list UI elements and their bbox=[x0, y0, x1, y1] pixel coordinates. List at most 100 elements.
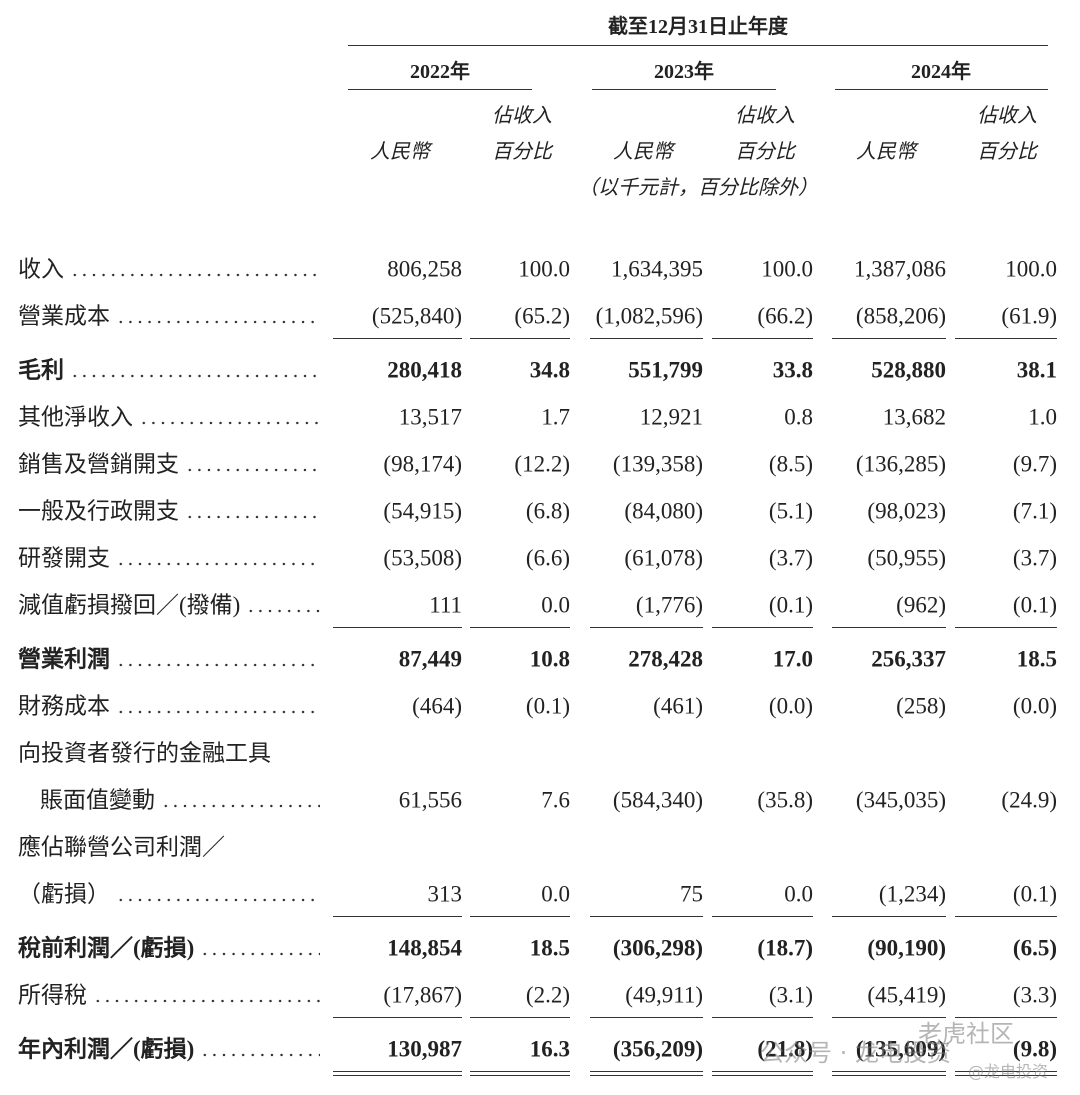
value-cell: 256,337 bbox=[871, 646, 946, 672]
row-label: 研發開支 bbox=[18, 547, 320, 570]
dot-leader bbox=[185, 468, 320, 472]
watermark: @龙电投资 bbox=[968, 1062, 1049, 1081]
dot-leader bbox=[139, 421, 320, 425]
row-label: 減值虧損撥回／(撥備) bbox=[18, 594, 320, 617]
value-cell: (6.5) bbox=[1012, 935, 1057, 961]
value-cell: (306,298) bbox=[612, 935, 703, 961]
value-cell: (0.1) bbox=[1012, 881, 1057, 907]
value-cell: (53,508) bbox=[383, 545, 462, 571]
value-cell: 0.0 bbox=[541, 592, 570, 618]
value-cell: 130,987 bbox=[387, 1036, 462, 1062]
value-cell: 17.0 bbox=[772, 646, 813, 672]
dot-leader bbox=[116, 710, 320, 714]
cell-rule bbox=[470, 1017, 570, 1018]
value-cell: (66.2) bbox=[757, 303, 813, 329]
row-label: 營業成本 bbox=[18, 305, 320, 328]
value-cell: (49,911) bbox=[625, 982, 703, 1008]
value-cell: (464) bbox=[412, 693, 462, 719]
unit-note: （以千元計，百分比除外） bbox=[578, 177, 818, 199]
label-text: 銷售及營銷開支 bbox=[18, 451, 179, 477]
cell-rule bbox=[712, 1071, 813, 1072]
value-cell: 12,921 bbox=[639, 404, 703, 430]
value-cell: (8.5) bbox=[768, 451, 813, 477]
row-label: 向投資者發行的金融工具 bbox=[18, 742, 271, 765]
header-rule bbox=[348, 45, 1048, 46]
row-label: 毛利 bbox=[18, 359, 320, 382]
value-cell: 313 bbox=[427, 881, 463, 907]
cell-rule bbox=[590, 916, 703, 917]
value-cell: 806,258 bbox=[387, 256, 462, 282]
cell-rule bbox=[712, 338, 813, 339]
percent-label: 佔收入 bbox=[492, 105, 552, 127]
cell-rule bbox=[955, 1017, 1057, 1018]
percent-label: 百分比 bbox=[977, 141, 1037, 163]
cell-rule bbox=[712, 1017, 813, 1018]
cell-rule bbox=[590, 1075, 703, 1076]
value-cell: (65.2) bbox=[514, 303, 570, 329]
value-cell: 528,880 bbox=[871, 357, 946, 383]
dot-leader bbox=[70, 374, 320, 378]
value-cell: 0.0 bbox=[541, 881, 570, 907]
label-text: 收入 bbox=[18, 256, 64, 282]
value-cell: 0.0 bbox=[784, 881, 813, 907]
label-text: 向投資者發行的金融工具 bbox=[18, 740, 271, 766]
row-label: 其他淨收入 bbox=[18, 406, 320, 429]
currency-label: 人民幣 bbox=[613, 141, 673, 163]
label-text: 一般及行政開支 bbox=[18, 498, 179, 524]
cell-rule bbox=[333, 627, 462, 628]
cell-rule bbox=[333, 338, 462, 339]
row-label: 收入 bbox=[18, 258, 320, 281]
value-cell: (858,206) bbox=[855, 303, 946, 329]
cell-rule bbox=[590, 1071, 703, 1072]
value-cell: (461) bbox=[653, 693, 703, 719]
value-cell: 33.8 bbox=[772, 357, 813, 383]
cell-rule bbox=[333, 1071, 462, 1072]
value-cell: 13,517 bbox=[398, 404, 462, 430]
dot-leader bbox=[161, 804, 320, 808]
value-cell: (1,776) bbox=[635, 592, 703, 618]
value-cell: 1.0 bbox=[1028, 404, 1057, 430]
value-cell: (9.7) bbox=[1012, 451, 1057, 477]
value-cell: (0.0) bbox=[768, 693, 813, 719]
value-cell: (17,867) bbox=[383, 982, 462, 1008]
row-label: 年內利潤／(虧損) bbox=[18, 1038, 320, 1061]
value-cell: (525,840) bbox=[371, 303, 462, 329]
year-rule bbox=[835, 89, 1048, 90]
value-cell: 1,634,395 bbox=[611, 256, 703, 282]
label-text: 研發開支 bbox=[18, 545, 110, 571]
cell-rule bbox=[590, 1017, 703, 1018]
value-cell: (2.2) bbox=[525, 982, 570, 1008]
value-cell: 18.5 bbox=[1016, 646, 1057, 672]
label-text: 營業成本 bbox=[18, 303, 110, 329]
cell-rule bbox=[832, 916, 946, 917]
row-label: 營業利潤 bbox=[18, 648, 320, 671]
value-cell: 87,449 bbox=[398, 646, 462, 672]
cell-rule bbox=[333, 916, 462, 917]
year-header: 2023年 bbox=[654, 61, 714, 83]
value-cell: (9.8) bbox=[1012, 1036, 1057, 1062]
year-header: 2024年 bbox=[911, 61, 971, 83]
value-cell: 1,387,086 bbox=[854, 256, 946, 282]
cell-rule bbox=[955, 916, 1057, 917]
value-cell: 38.1 bbox=[1016, 357, 1057, 383]
cell-rule bbox=[712, 1075, 813, 1076]
cell-rule bbox=[590, 627, 703, 628]
value-cell: (98,023) bbox=[867, 498, 946, 524]
value-cell: (0.0) bbox=[1012, 693, 1057, 719]
value-cell: 100.0 bbox=[1005, 256, 1057, 282]
watermark: 公众号 · 龙电投资 bbox=[760, 1039, 951, 1067]
currency-label: 人民幣 bbox=[370, 141, 430, 163]
cell-rule bbox=[470, 1071, 570, 1072]
cell-rule bbox=[832, 1071, 946, 1072]
year-rule bbox=[592, 89, 776, 90]
row-label: 財務成本 bbox=[18, 695, 320, 718]
value-cell: (135,609) bbox=[855, 1036, 946, 1062]
cell-rule bbox=[470, 338, 570, 339]
dot-leader bbox=[116, 562, 320, 566]
value-cell: (356,209) bbox=[612, 1036, 703, 1062]
period-header: 截至12月31日止年度 bbox=[608, 16, 788, 38]
value-cell: 16.3 bbox=[529, 1036, 570, 1062]
cell-rule bbox=[832, 627, 946, 628]
dot-leader bbox=[116, 663, 320, 667]
